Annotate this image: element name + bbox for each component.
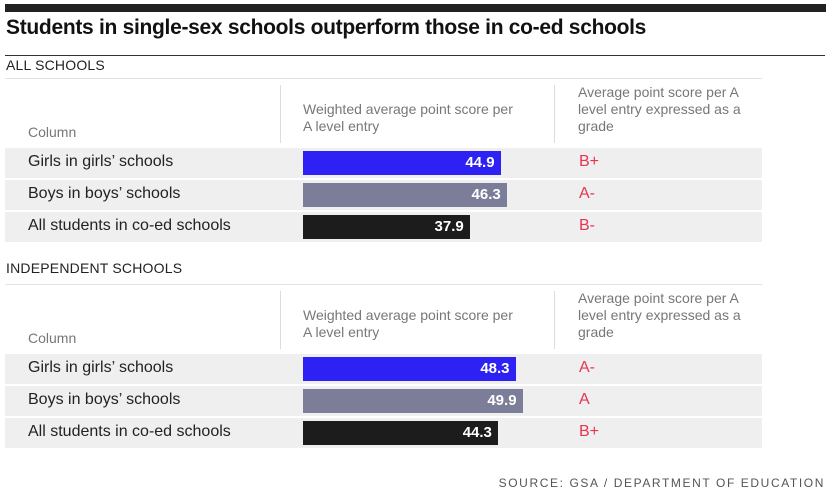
table-row: Boys in boys’ schools 46.3 A- (5, 180, 762, 210)
score-value-label: 48.3 (480, 360, 510, 377)
section-label-independent-schools: INDEPENDENT SCHOOLS (6, 260, 183, 276)
score-bar: 37.9 (303, 215, 470, 239)
source-note: SOURCE: GSA / DEPARTMENT OF EDUCATION (498, 476, 825, 490)
row-label: Boys in boys’ schools (28, 391, 181, 408)
row-label: All students in co-ed schools (28, 423, 231, 440)
title-rule (5, 55, 825, 56)
score-bar: 46.3 (303, 183, 507, 207)
top-accent-bar (5, 4, 826, 12)
row-label: Girls in girls’ schools (28, 153, 174, 170)
column-header-label: Column (28, 124, 77, 140)
score-value-label: 44.9 (465, 154, 495, 171)
score-bar: 44.3 (303, 421, 498, 445)
score-value-label: 44.3 (462, 424, 492, 441)
grade-label: B- (579, 217, 595, 234)
score-bar: 49.9 (303, 389, 523, 413)
score-bar: 44.9 (303, 151, 501, 175)
table-row: Girls in girls’ schools 48.3 A- (5, 354, 762, 384)
column-header-score: Weighted average point score per A level… (303, 307, 513, 340)
score-value-label: 37.9 (434, 218, 464, 235)
grade-label: A- (579, 359, 595, 376)
column-divider (280, 291, 281, 349)
column-divider (280, 85, 281, 143)
column-header-label: Column (28, 330, 77, 346)
table-row: All students in co-ed schools 37.9 B- (5, 212, 762, 242)
row-label: Girls in girls’ schools (28, 359, 174, 376)
column-header-grade: Average point score per A level entry ex… (578, 84, 741, 134)
score-value-label: 46.3 (471, 186, 501, 203)
chart-title: Students in single-sex schools outperfor… (6, 16, 647, 39)
column-divider (554, 85, 555, 143)
table-row: Girls in girls’ schools 44.9 B+ (5, 148, 762, 178)
table-row: All students in co-ed schools 44.3 B+ (5, 418, 762, 448)
section-label-all-schools: ALL SCHOOLS (6, 57, 105, 73)
column-header-grade: Average point score per A level entry ex… (578, 290, 741, 340)
grade-label: B+ (579, 423, 600, 440)
score-bar: 48.3 (303, 357, 516, 381)
grade-label: A- (579, 185, 595, 202)
table-row: Boys in boys’ schools 49.9 A (5, 386, 762, 416)
score-value-label: 49.9 (487, 392, 517, 409)
table-header: Column Weighted average point score per … (5, 284, 762, 353)
column-divider (554, 291, 555, 349)
grade-label: B+ (579, 153, 600, 170)
table-header: Column Weighted average point score per … (5, 78, 762, 147)
row-label: Boys in boys’ schools (28, 185, 181, 202)
column-header-score: Weighted average point score per A level… (303, 101, 513, 134)
row-label: All students in co-ed schools (28, 217, 231, 234)
grade-label: A (579, 391, 590, 408)
